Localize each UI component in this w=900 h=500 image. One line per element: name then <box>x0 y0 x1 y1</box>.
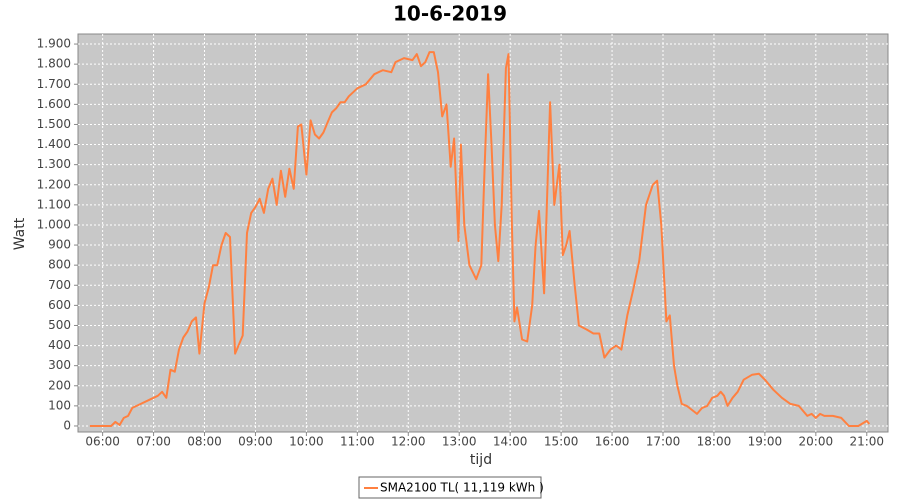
y-tick-label: 0 <box>63 418 71 432</box>
x-tick-label: 11:00 <box>340 435 375 449</box>
series-line <box>89 51 871 427</box>
x-tick-label: 12:00 <box>391 435 426 449</box>
x-tick-label: 21:00 <box>849 435 884 449</box>
y-tick-label: 600 <box>48 298 71 312</box>
x-axis-label: tijd <box>470 452 492 468</box>
x-tick-label: 14:00 <box>493 435 528 449</box>
y-tick-label: 1.200 <box>37 177 71 191</box>
y-tick-label: 400 <box>48 338 71 352</box>
x-tick-label: 17:00 <box>646 435 681 449</box>
x-tick-label: 20:00 <box>799 435 834 449</box>
x-tick-label: 07:00 <box>136 435 171 449</box>
y-tick-label: 1.600 <box>37 97 71 111</box>
y-tick-label: 900 <box>48 238 71 252</box>
x-tick-label: 10:00 <box>289 435 324 449</box>
x-tick-label: 16:00 <box>595 435 630 449</box>
y-tick-label: 1.500 <box>37 117 71 131</box>
x-tick-label: 19:00 <box>748 435 783 449</box>
y-tick-label: 1.400 <box>37 137 71 151</box>
y-tick-label: 500 <box>48 318 71 332</box>
y-tick-label: 300 <box>48 358 71 372</box>
y-axis-label: Watt <box>12 217 28 250</box>
y-tick-label: 1.300 <box>37 157 71 171</box>
x-tick-label: 08:00 <box>187 435 222 449</box>
y-tick-label: 200 <box>48 378 71 392</box>
x-tick-label: 13:00 <box>442 435 477 449</box>
y-tick-label: 1.100 <box>37 197 71 211</box>
y-tick-label: 700 <box>48 278 71 292</box>
legend-label: SMA2100 TL( 11,119 kWh ) <box>380 481 544 495</box>
y-tick-label: 100 <box>48 398 71 412</box>
y-tick-label: 1.800 <box>37 57 71 71</box>
x-tick-label: 09:00 <box>238 435 273 449</box>
y-tick-label: 1.900 <box>37 37 71 51</box>
x-tick-label: 15:00 <box>544 435 579 449</box>
legend-box <box>358 476 542 499</box>
x-tick-label: 18:00 <box>697 435 732 449</box>
y-tick-label: 800 <box>48 258 71 272</box>
y-tick-label: 1.700 <box>37 77 71 91</box>
plot-area <box>77 33 889 433</box>
chart-title: 10-6-2019 <box>393 2 507 26</box>
x-tick-label: 06:00 <box>85 435 120 449</box>
y-tick-label: 1.000 <box>37 217 71 231</box>
